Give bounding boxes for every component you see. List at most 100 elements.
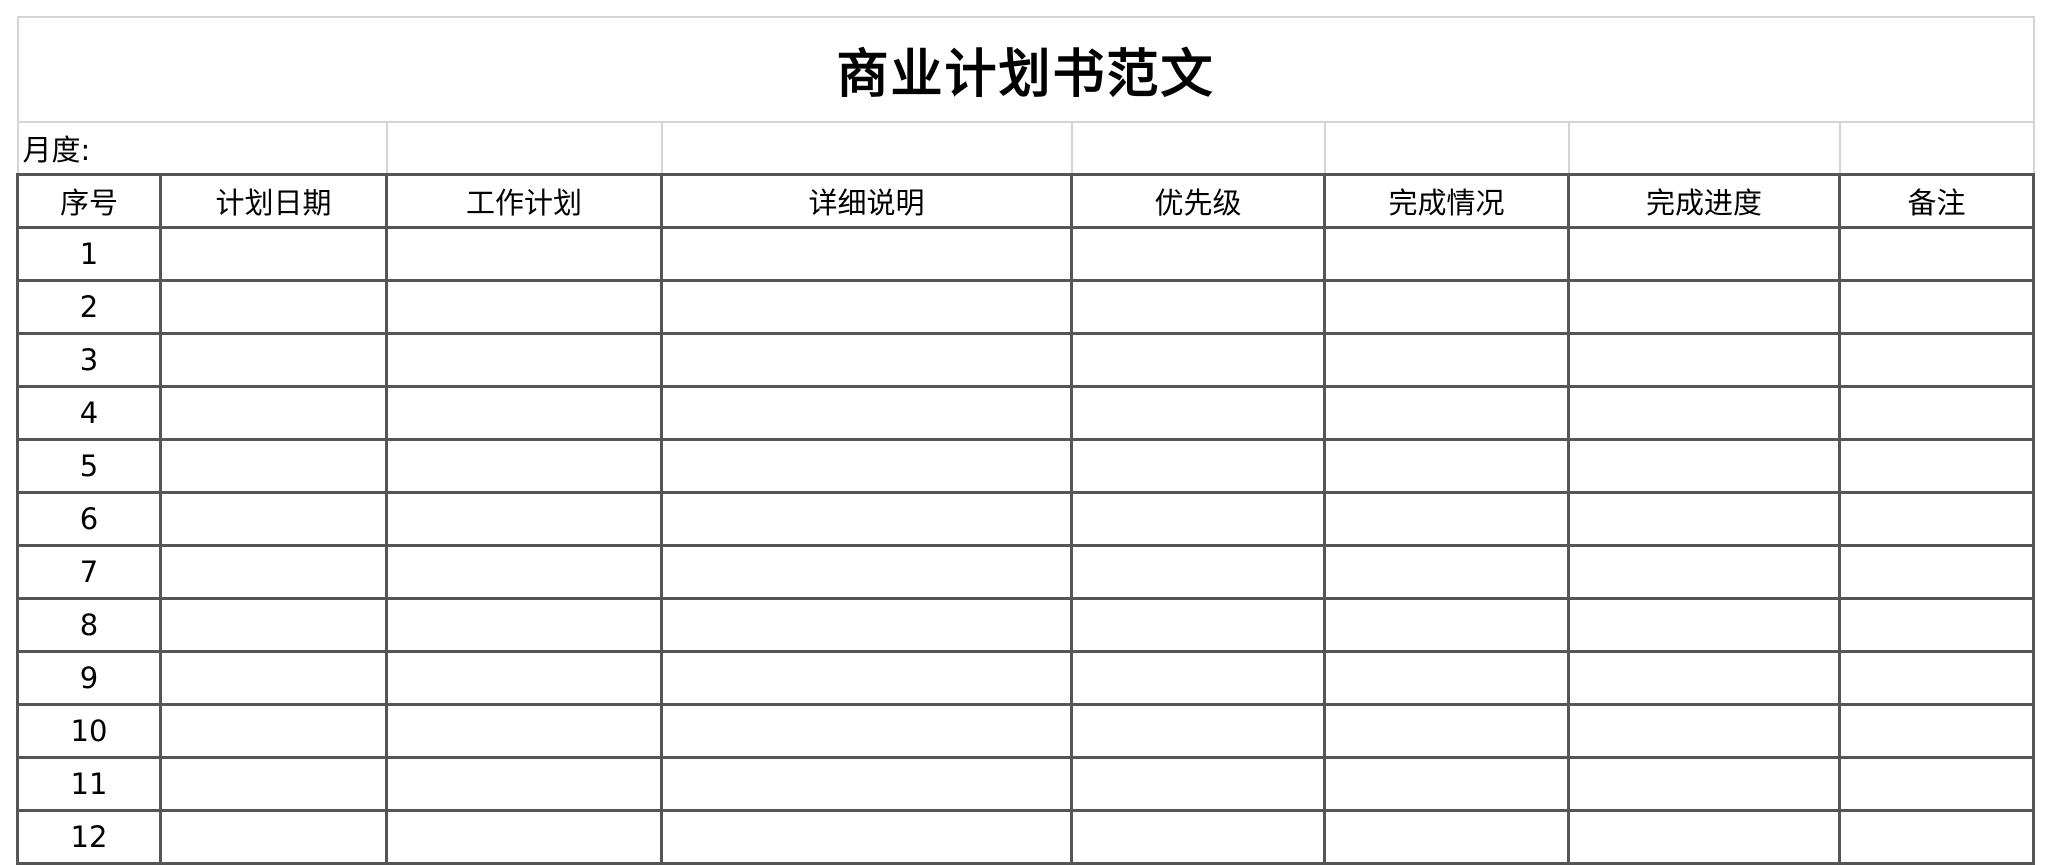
cell[interactable]	[1070, 650, 1326, 706]
table-row: 11	[16, 756, 2036, 812]
cell[interactable]	[660, 226, 1073, 282]
cell[interactable]	[1837, 491, 2036, 547]
cell[interactable]	[1323, 332, 1570, 388]
cell[interactable]	[159, 756, 388, 812]
cell[interactable]	[1837, 438, 2036, 494]
cell[interactable]	[1323, 226, 1570, 282]
cell[interactable]	[660, 279, 1073, 335]
cell[interactable]	[159, 650, 388, 706]
cell[interactable]	[1567, 597, 1841, 653]
cell[interactable]	[1567, 332, 1841, 388]
cell[interactable]	[660, 438, 1073, 494]
cell[interactable]	[1567, 650, 1841, 706]
table-row: 5	[16, 438, 2036, 494]
cell[interactable]	[1323, 703, 1570, 759]
cell[interactable]	[1567, 121, 1841, 176]
cell[interactable]	[660, 332, 1073, 388]
cell[interactable]	[1837, 544, 2036, 600]
cell[interactable]	[385, 544, 663, 600]
cell[interactable]	[1323, 491, 1570, 547]
cell[interactable]	[1837, 597, 2036, 653]
cell[interactable]	[159, 703, 388, 759]
cell[interactable]	[1070, 332, 1326, 388]
cell[interactable]	[1837, 650, 2036, 706]
row-number: 9	[16, 650, 162, 706]
cell[interactable]	[1837, 756, 2036, 812]
cell[interactable]	[1070, 544, 1326, 600]
column-header: 序号	[16, 173, 162, 229]
cell[interactable]	[660, 756, 1073, 812]
cell[interactable]	[1567, 756, 1841, 812]
cell[interactable]	[159, 809, 388, 865]
cell[interactable]	[1567, 438, 1841, 494]
cell[interactable]	[385, 121, 663, 176]
cell[interactable]	[1323, 279, 1570, 335]
cell[interactable]	[1567, 544, 1841, 600]
cell[interactable]	[385, 226, 663, 282]
cell[interactable]	[1070, 438, 1326, 494]
cell[interactable]	[385, 597, 663, 653]
table-row: 8	[16, 597, 2036, 653]
cell[interactable]	[385, 332, 663, 388]
cell[interactable]	[159, 226, 388, 282]
cell[interactable]	[159, 438, 388, 494]
cell[interactable]	[1567, 385, 1841, 441]
cell[interactable]	[1837, 385, 2036, 441]
cell[interactable]	[159, 332, 388, 388]
cell[interactable]	[1323, 650, 1570, 706]
cell[interactable]	[1837, 809, 2036, 865]
cell[interactable]	[385, 385, 663, 441]
cell[interactable]	[660, 491, 1073, 547]
cell[interactable]	[660, 703, 1073, 759]
table-row: 12	[16, 809, 2036, 865]
cell[interactable]	[660, 385, 1073, 441]
cell[interactable]	[1567, 703, 1841, 759]
cell[interactable]	[1070, 597, 1326, 653]
cell[interactable]	[1323, 438, 1570, 494]
cell[interactable]	[1837, 332, 2036, 388]
cell[interactable]	[1323, 597, 1570, 653]
cell[interactable]	[385, 703, 663, 759]
cell[interactable]	[660, 121, 1073, 176]
cell[interactable]	[1070, 809, 1326, 865]
cell[interactable]	[1838, 121, 2035, 176]
cell[interactable]	[159, 279, 388, 335]
cell[interactable]	[1323, 121, 1570, 176]
cell[interactable]	[1837, 279, 2036, 335]
row-number: 3	[16, 332, 162, 388]
cell[interactable]	[1837, 226, 2036, 282]
cell[interactable]	[1070, 756, 1326, 812]
cell[interactable]	[660, 544, 1073, 600]
cell[interactable]	[1323, 385, 1570, 441]
cell[interactable]	[159, 597, 388, 653]
cell[interactable]	[1070, 121, 1326, 176]
column-header: 优先级	[1070, 173, 1326, 229]
cell[interactable]	[159, 491, 388, 547]
cell[interactable]	[1567, 226, 1841, 282]
cell[interactable]	[1567, 491, 1841, 547]
cell[interactable]	[385, 756, 663, 812]
cell[interactable]	[660, 650, 1073, 706]
cell[interactable]	[660, 809, 1073, 865]
cell[interactable]	[1323, 756, 1570, 812]
cell[interactable]	[1837, 703, 2036, 759]
cell[interactable]	[385, 650, 663, 706]
cell[interactable]	[1323, 544, 1570, 600]
cell[interactable]	[385, 279, 663, 335]
cell[interactable]	[1323, 809, 1570, 865]
cell[interactable]	[1070, 279, 1326, 335]
cell[interactable]	[1070, 703, 1326, 759]
cell[interactable]	[1567, 809, 1841, 865]
cell[interactable]	[1070, 226, 1326, 282]
cell[interactable]	[385, 438, 663, 494]
cell[interactable]	[159, 544, 388, 600]
cell[interactable]	[660, 597, 1073, 653]
cell[interactable]	[1070, 491, 1326, 547]
table-row: 1	[16, 226, 2036, 282]
cell[interactable]	[1070, 385, 1326, 441]
cell[interactable]	[385, 809, 663, 865]
row-number: 2	[16, 279, 162, 335]
cell[interactable]	[1567, 279, 1841, 335]
cell[interactable]	[159, 385, 388, 441]
cell[interactable]	[385, 491, 663, 547]
